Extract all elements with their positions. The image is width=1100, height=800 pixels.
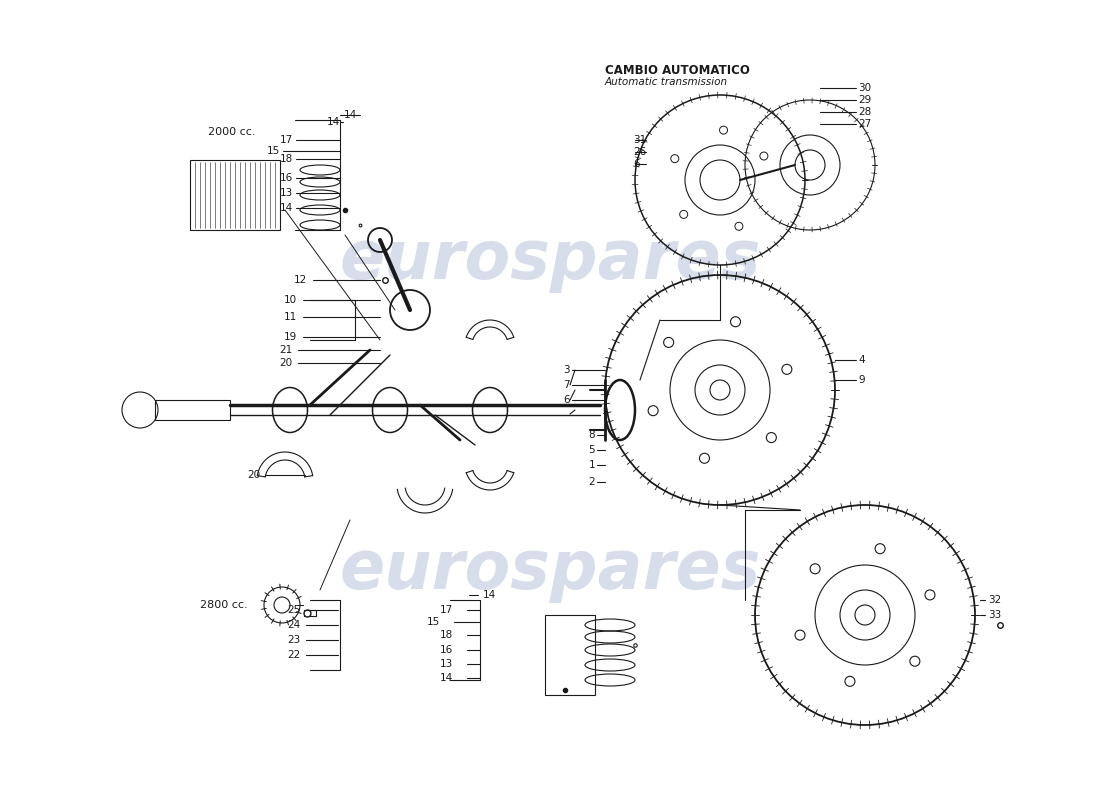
Text: 14: 14 xyxy=(483,590,496,600)
Text: 7: 7 xyxy=(563,380,570,390)
Text: 22: 22 xyxy=(287,650,300,660)
Text: 26: 26 xyxy=(632,147,647,157)
Text: 14: 14 xyxy=(344,110,358,120)
Text: 30: 30 xyxy=(858,83,871,93)
Text: 21: 21 xyxy=(278,345,292,355)
Text: 13: 13 xyxy=(279,188,293,198)
Text: 6: 6 xyxy=(563,395,570,405)
Text: 2000 cc.: 2000 cc. xyxy=(208,127,255,137)
Text: 27: 27 xyxy=(858,119,871,129)
Text: 17: 17 xyxy=(279,135,293,145)
Text: 18: 18 xyxy=(440,630,453,640)
Text: 6: 6 xyxy=(632,159,639,169)
Text: 29: 29 xyxy=(858,95,871,105)
Text: 2: 2 xyxy=(588,477,595,487)
Text: 16: 16 xyxy=(279,173,293,183)
Text: 12: 12 xyxy=(294,275,307,285)
Text: 32: 32 xyxy=(988,595,1001,605)
Text: Automatic transmission: Automatic transmission xyxy=(605,77,728,87)
Text: 11: 11 xyxy=(284,312,297,322)
Text: 2800 cc.: 2800 cc. xyxy=(200,600,248,610)
Text: 16: 16 xyxy=(440,645,453,655)
Text: 13: 13 xyxy=(440,659,453,669)
Text: 8: 8 xyxy=(588,430,595,440)
Text: 20: 20 xyxy=(246,470,260,480)
Text: 3: 3 xyxy=(563,365,570,375)
Text: 14: 14 xyxy=(279,203,293,213)
Text: eurospares: eurospares xyxy=(339,537,761,603)
Text: 18: 18 xyxy=(279,154,293,164)
Text: CAMBIO AUTOMATICO: CAMBIO AUTOMATICO xyxy=(605,63,750,77)
Text: 19: 19 xyxy=(284,332,297,342)
Text: 28: 28 xyxy=(858,107,871,117)
Text: 14: 14 xyxy=(327,117,340,127)
Text: 20: 20 xyxy=(279,358,292,368)
Text: 9: 9 xyxy=(858,375,865,385)
Text: 24: 24 xyxy=(287,620,300,630)
Text: 15: 15 xyxy=(266,146,280,156)
Text: 4: 4 xyxy=(858,355,865,365)
Text: 5: 5 xyxy=(588,445,595,455)
Text: 25: 25 xyxy=(287,605,300,615)
Text: 1: 1 xyxy=(588,460,595,470)
Text: 17: 17 xyxy=(440,605,453,615)
Text: 31: 31 xyxy=(632,135,647,145)
Text: 14: 14 xyxy=(440,673,453,683)
Text: 10: 10 xyxy=(284,295,297,305)
Text: 33: 33 xyxy=(988,610,1001,620)
Text: eurospares: eurospares xyxy=(339,227,761,293)
Text: 15: 15 xyxy=(427,617,440,627)
Text: 23: 23 xyxy=(287,635,300,645)
